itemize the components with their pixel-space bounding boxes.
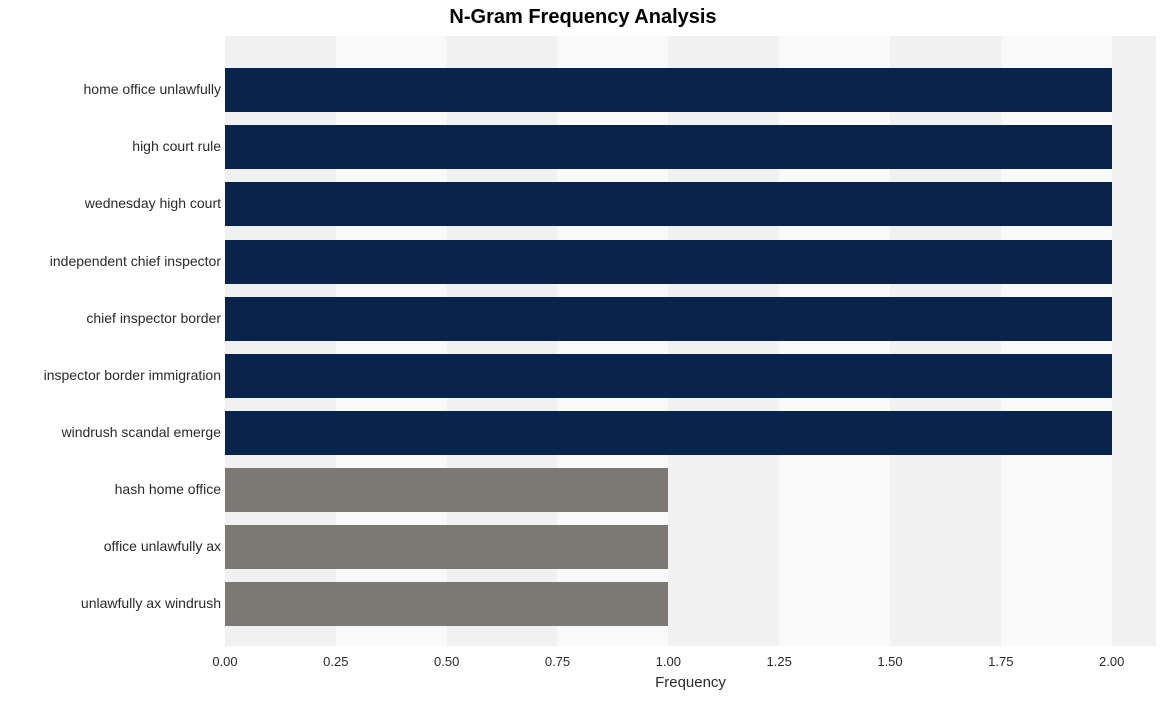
bar <box>225 354 1112 398</box>
bar <box>225 240 1112 284</box>
x-axis-label: Frequency <box>225 674 1156 691</box>
bar <box>225 297 1112 341</box>
y-tick-label: home office unlawfully <box>4 81 221 97</box>
y-tick-label: inspector border immigration <box>4 367 221 383</box>
x-tick-label: 0.00 <box>212 654 237 669</box>
y-tick-label: hash home office <box>4 481 221 497</box>
grid-band <box>1112 36 1156 646</box>
bar <box>225 125 1112 169</box>
x-tick-label: 2.00 <box>1099 654 1124 669</box>
y-tick-label: independent chief inspector <box>4 253 221 269</box>
y-tick-label: office unlawfully ax <box>4 538 221 554</box>
bar <box>225 468 668 512</box>
bar <box>225 411 1112 455</box>
plot-area <box>225 36 1156 646</box>
chart-title: N-Gram Frequency Analysis <box>0 6 1166 29</box>
ngram-frequency-chart: N-Gram Frequency Analysis Frequency home… <box>0 0 1166 701</box>
x-tick-label: 1.25 <box>767 654 792 669</box>
x-tick-label: 1.75 <box>988 654 1013 669</box>
y-tick-label: chief inspector border <box>4 310 221 326</box>
x-tick-label: 1.50 <box>877 654 902 669</box>
y-tick-label: high court rule <box>4 138 221 154</box>
bar <box>225 68 1112 112</box>
bar <box>225 525 668 569</box>
x-tick-label: 1.00 <box>656 654 681 669</box>
x-tick-label: 0.25 <box>323 654 348 669</box>
bar <box>225 582 668 626</box>
x-tick-label: 0.75 <box>545 654 570 669</box>
bar <box>225 182 1112 226</box>
y-tick-label: windrush scandal emerge <box>4 424 221 440</box>
x-tick-label: 0.50 <box>434 654 459 669</box>
y-tick-label: wednesday high court <box>4 195 221 211</box>
y-tick-label: unlawfully ax windrush <box>4 595 221 611</box>
